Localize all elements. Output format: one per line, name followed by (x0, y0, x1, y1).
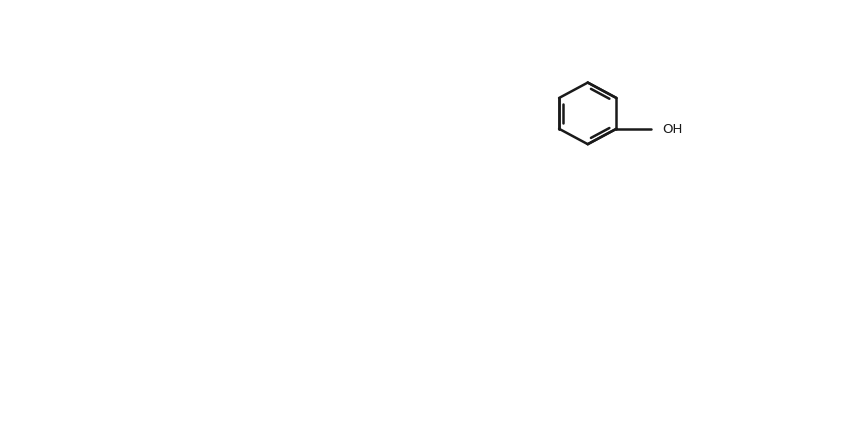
Text: OH: OH (662, 123, 682, 136)
